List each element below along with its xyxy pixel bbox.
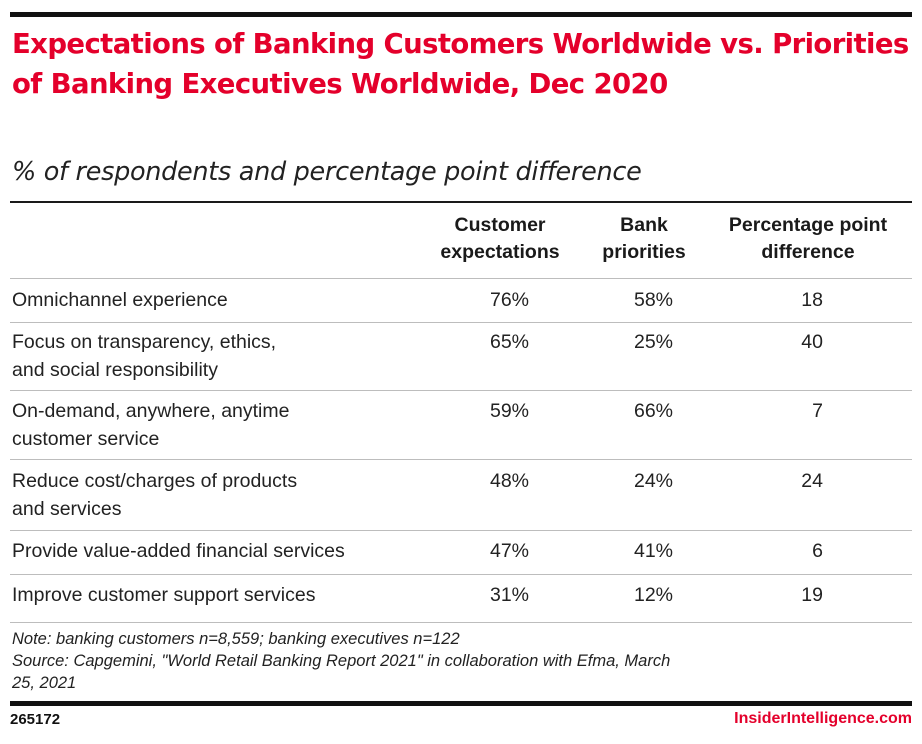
row-label: Improve customer support services xyxy=(12,584,316,606)
row-divider xyxy=(10,530,912,531)
table-top-rule xyxy=(10,201,912,203)
customer-expectation-value: 65% xyxy=(489,331,529,353)
bank-priority-value: 12% xyxy=(633,584,673,606)
customer-expectation-value: 76% xyxy=(489,289,529,311)
point-difference-value: 24 xyxy=(801,470,823,492)
row-divider xyxy=(10,574,912,575)
chart-title: Expectations of Banking Customers Worldw… xyxy=(12,28,909,100)
source-note: Note: banking customers n=8,559; banking… xyxy=(12,630,671,692)
brand-logo-text: InsiderIntelligence.com xyxy=(734,710,912,727)
row-label: Reduce cost/charges of products and serv… xyxy=(12,470,298,520)
chart-subtitle: % of respondents and percentage point di… xyxy=(12,157,642,187)
customer-expectation-value: 31% xyxy=(489,584,529,606)
chart-id: 265172 xyxy=(10,711,61,728)
column-header-bank-priorities: Bank priorities xyxy=(602,214,686,263)
row-label: Provide value-added financial services xyxy=(12,540,345,562)
row-label: On-demand, anywhere, anytime customer se… xyxy=(12,400,290,450)
table-bottom-rule xyxy=(10,622,912,623)
bank-priority-value: 58% xyxy=(633,289,673,311)
row-divider xyxy=(10,459,912,460)
customer-expectation-value: 48% xyxy=(489,470,529,492)
row-divider xyxy=(10,390,912,391)
point-difference-value: 6 xyxy=(812,540,823,562)
customer-expectation-value: 59% xyxy=(489,400,529,422)
bank-priority-value: 66% xyxy=(633,400,673,422)
row-label: Focus on transparency, ethics, and socia… xyxy=(12,331,277,381)
row-label: Omnichannel experience xyxy=(12,289,228,311)
bank-priority-value: 25% xyxy=(633,331,673,353)
bank-priority-value: 24% xyxy=(633,470,673,492)
bottom-rule xyxy=(10,701,912,706)
bank-priority-value: 41% xyxy=(633,540,673,562)
point-difference-value: 19 xyxy=(801,584,823,606)
point-difference-value: 7 xyxy=(812,400,823,422)
point-difference-value: 40 xyxy=(801,331,823,353)
column-header-customer-expectations: Customer expectations xyxy=(440,214,560,263)
row-divider xyxy=(10,278,912,279)
row-divider xyxy=(10,322,912,323)
top-rule xyxy=(10,12,912,17)
customer-expectation-value: 47% xyxy=(489,540,529,562)
point-difference-value: 18 xyxy=(801,289,823,311)
column-header-point-difference: Percentage point difference xyxy=(728,214,888,263)
